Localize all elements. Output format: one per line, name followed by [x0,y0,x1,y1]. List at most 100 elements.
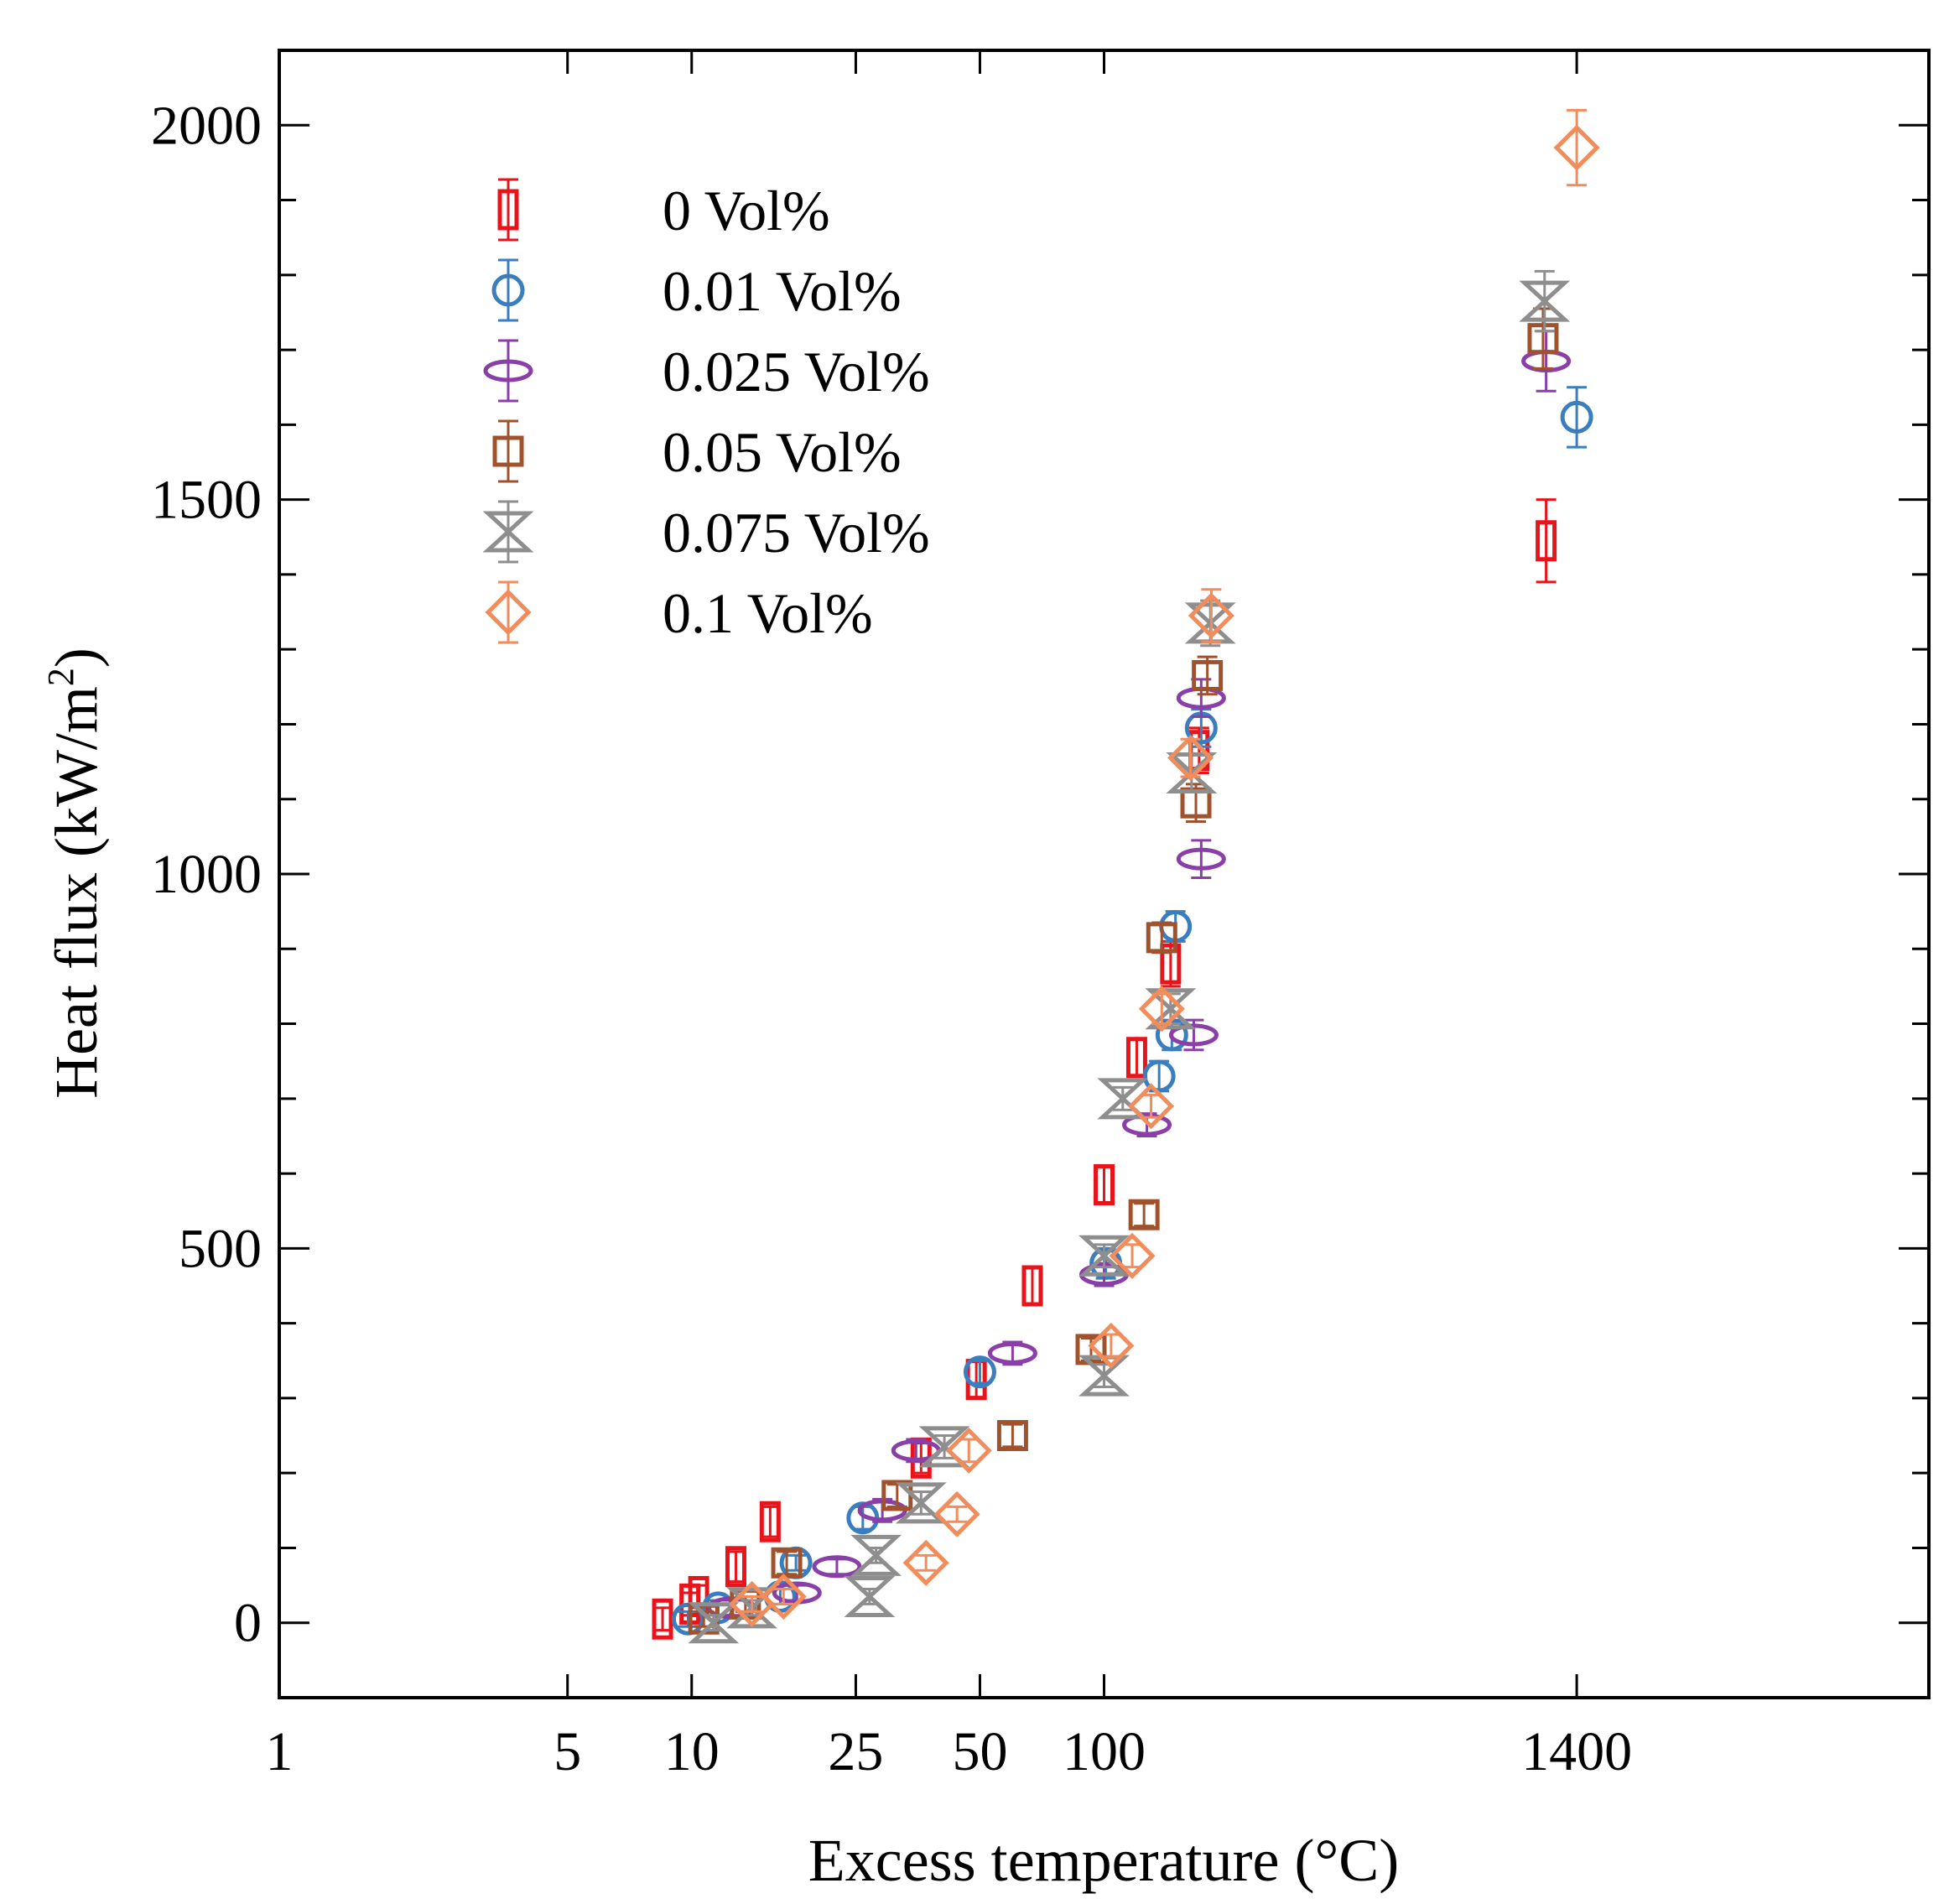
marker-diamond [1188,592,1234,639]
data-point [812,1555,862,1579]
marker-diamond [1138,986,1185,1033]
data-point [771,1547,803,1579]
marker-rect [1094,1163,1115,1205]
marker-rect [652,1598,673,1640]
marker-diamond [1127,1083,1175,1130]
x-tick-label: 5 [554,1721,581,1782]
series-1 [671,386,1593,1636]
marker-circle [1560,400,1593,434]
marker-hourglass [895,1482,947,1524]
series-5 [729,108,1600,1627]
y-tick-label: 1500 [151,470,262,531]
marker-hourglass [688,1602,740,1644]
legend-label: 0 Vol% [663,179,830,242]
data-point [1188,588,1234,643]
data-point [1176,839,1226,879]
data-point [725,1546,746,1588]
legend-item: 0.01 Vol% [491,258,902,323]
legend-label: 0.05 Vol% [663,420,902,484]
x-tick-label: 10 [664,1721,720,1782]
data-point [1094,1163,1115,1205]
x-tick-label: 25 [828,1721,883,1782]
marker-circle [491,273,525,307]
legend-item: 0.05 Vol% [492,419,902,484]
marker-hourglass [482,511,534,553]
data-point [1168,1018,1219,1052]
data-point [1519,269,1571,333]
legend-item: 0.025 Vol% [483,339,930,403]
marker-diamond [945,1427,992,1474]
marker-circle [1142,1059,1176,1093]
marker-rect [1160,943,1182,985]
x-tick-label: 50 [952,1721,1007,1782]
axis-ticks [278,50,1929,1698]
marker-rect [1536,520,1557,562]
marker-ellipse [1176,847,1226,871]
data-point [1021,1265,1043,1307]
data-point [1536,498,1557,584]
y-axis-title-group: Heat flux (kW/m2) [40,648,110,1099]
x-tick-label: 100 [1063,1721,1146,1782]
series-0 [652,498,1557,1640]
data-point [688,1602,740,1644]
data-point [891,1438,941,1464]
data-point [902,1539,949,1586]
data-point [996,1420,1028,1452]
legend-label: 0.01 Vol% [663,259,902,323]
plot-frame [278,49,1931,1699]
y-tick-label: 2000 [151,95,262,156]
data-point [1138,986,1185,1033]
data-point [1125,1037,1147,1079]
marker-diamond [902,1539,949,1586]
marker-diamond [1088,1322,1135,1369]
marker-diamond [1553,124,1600,171]
marker-square [1527,323,1559,355]
y-tick-label: 0 [234,1593,262,1654]
marker-rect [759,1501,781,1542]
data-point [1553,108,1600,187]
data-point [1192,655,1224,696]
legend-label: 0.1 Vol% [663,581,873,645]
marker-ellipse [812,1555,862,1579]
data-point [933,1490,980,1537]
marker-rect [1021,1265,1043,1307]
marker-hourglass [1078,1235,1130,1277]
data-point [1160,939,1182,988]
data-point [652,1598,673,1640]
marker-diamond [1109,1232,1156,1279]
y-axis-title-close: ) [43,648,110,668]
marker-ellipse [1168,1023,1219,1047]
data-point [1109,1232,1156,1279]
legend-label: 0.025 Vol% [663,340,930,403]
legend-label: 0.075 Vol% [663,501,930,564]
y-tick-label: 1000 [151,844,262,905]
marker-hourglass [844,1575,896,1617]
marker-hourglass [850,1534,902,1576]
marker-diamond [760,1573,807,1620]
marker-square [1146,922,1177,954]
legend-item: 0 Vol% [497,178,830,242]
data-point [1078,1235,1130,1277]
y-axis-title: Heat flux (kW/m2) [40,648,110,1099]
marker-square [492,435,524,467]
legend-item: 0.1 Vol% [485,580,873,645]
marker-circle [671,1602,704,1636]
marker-ellipse [1122,1113,1172,1137]
marker-ellipse [483,359,533,382]
data-point [1176,678,1226,719]
data-point [987,1340,1037,1366]
y-tick-labels: 0 500 1000 1500 2000 [151,95,262,1653]
legend: 0 Vol% 0.01 Vol% 0.025 Vol% 0.05 Vol% 0.075 … [482,178,930,645]
marker-rect [725,1546,746,1588]
marker-hourglass [1519,280,1571,322]
data-point [850,1534,902,1576]
data-point [759,1501,781,1542]
y-axis-title-superscript: 2 [40,668,81,686]
data-point [1167,735,1214,782]
marker-square [1192,659,1224,691]
data-point [895,1482,947,1524]
data-point [1127,1083,1175,1130]
data-point [1088,1322,1135,1369]
marker-circle [963,1355,996,1389]
